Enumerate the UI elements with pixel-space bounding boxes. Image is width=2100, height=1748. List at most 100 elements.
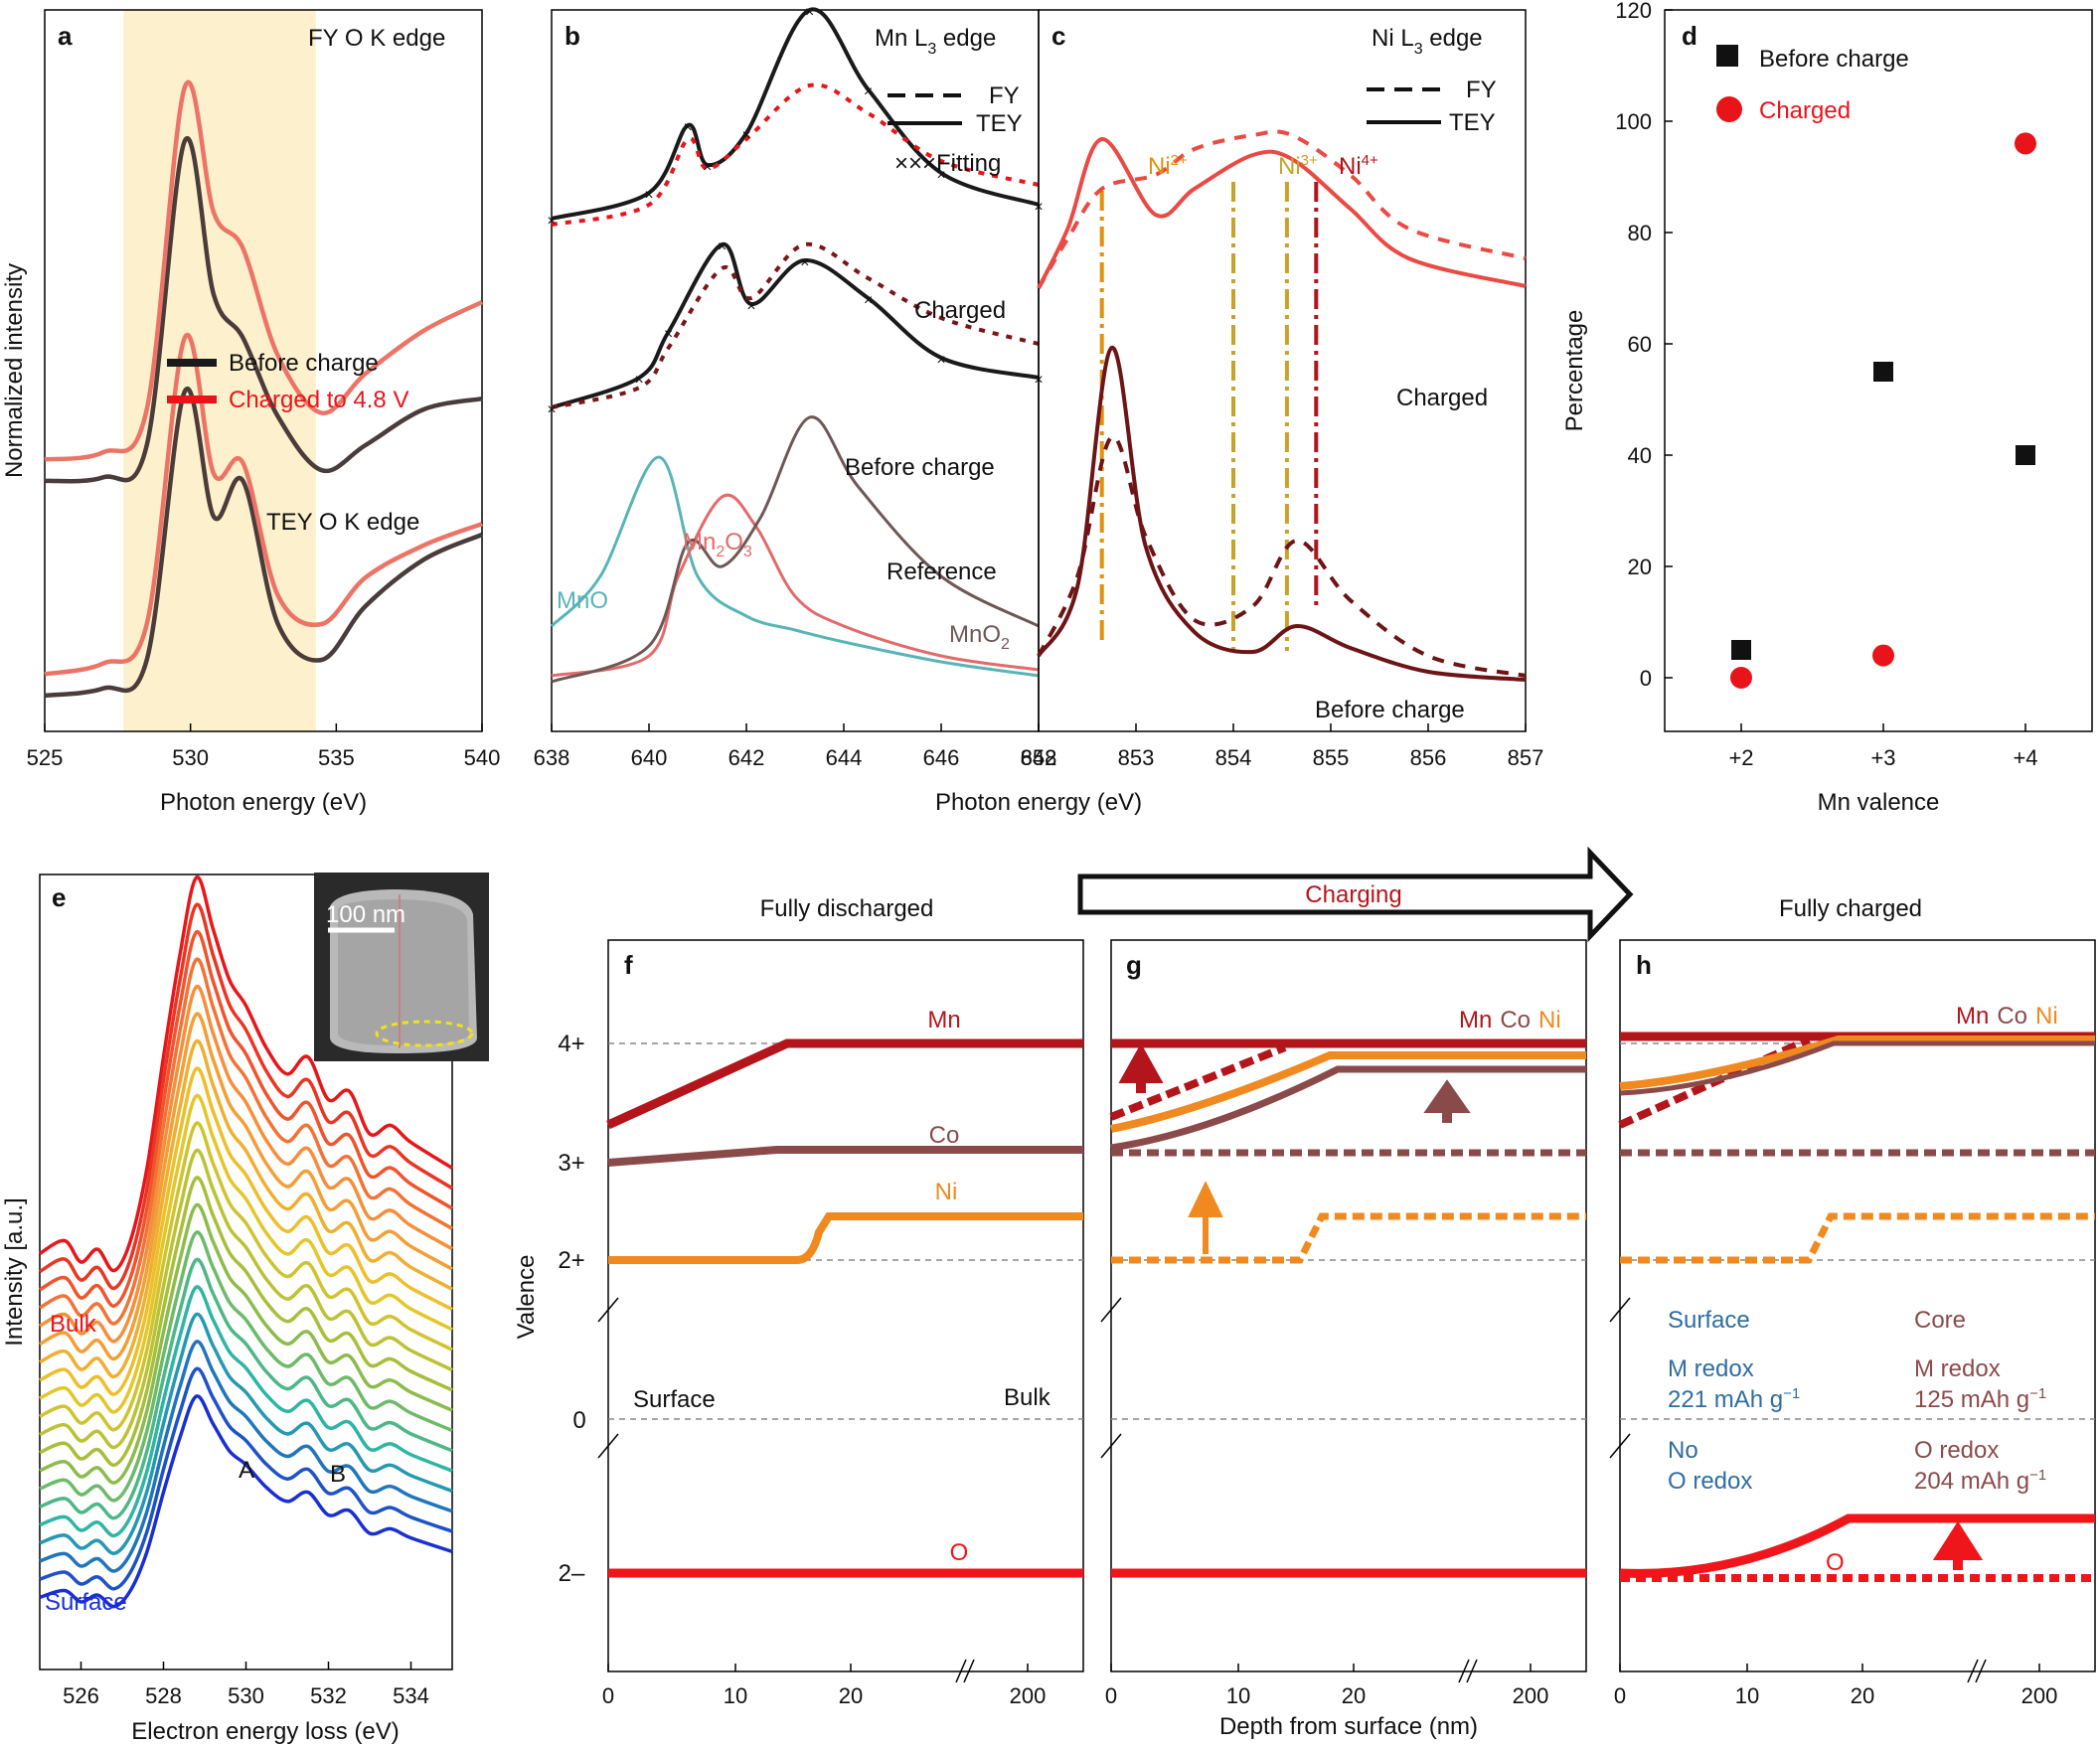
- panel-d-yticklabel: 80: [1628, 221, 1652, 245]
- h-note-core-cap: 125 mAh g−1: [1914, 1385, 2046, 1413]
- g-co-arrow: [1423, 1079, 1471, 1123]
- legend-charged-label: Charged to 4.8 V: [229, 387, 408, 413]
- panel-b-before-charge-fy-line: [551, 241, 1040, 409]
- f-mn-line: [606, 1038, 1083, 1130]
- panel-a-x-ticklabel: 535: [318, 745, 355, 770]
- fgh-xticklabel: 0: [1614, 1683, 1626, 1708]
- panel-e-spectrum: [39, 1121, 453, 1432]
- fgh-xticklabel: 20: [1342, 1683, 1366, 1708]
- fgh-axis-break: [597, 1297, 619, 1323]
- panel-e-spectrum: [39, 985, 453, 1344]
- fgh-axis-break: [1609, 1433, 1631, 1459]
- panel-e-x-ticklabel: 534: [393, 1683, 429, 1708]
- panel-f-frame: [607, 939, 1084, 1672]
- panel-e-spectrum: [39, 875, 453, 1273]
- panel-c: c Ni L3 edge FY TEY Ni2+ Ni3+ Ni4+ Charg…: [1021, 9, 1544, 770]
- panel-d-xticklabel: +4: [2013, 745, 2037, 770]
- fgh-xlabel: Depth from surface (nm): [1219, 1713, 1478, 1740]
- panel-e-spectrum: [39, 957, 453, 1326]
- panel-d-charged-point: [2015, 132, 2036, 155]
- panel-e-spectrum: [39, 1230, 453, 1503]
- panel-b-x-ticklabel: 640: [631, 745, 668, 770]
- panel-e-xlabel: Electron energy loss (eV): [131, 1718, 399, 1745]
- panel-b-fit-marker-0: ×: [547, 213, 556, 230]
- label-mn2o3: Mn2O3: [683, 529, 752, 560]
- panel-a-x-ticklabel: 530: [172, 745, 209, 770]
- fgh-xticklabel: 200: [1010, 1683, 1047, 1708]
- legend-c-fy-label: FY: [1466, 77, 1497, 103]
- panel-e-spectrum: [39, 1366, 453, 1591]
- panel-e-spectrum: [39, 1039, 453, 1379]
- panel-d-charged-point: [1730, 667, 1752, 689]
- fgh-xticklabel: 20: [839, 1683, 863, 1708]
- fgh-axis-break: [1100, 1433, 1122, 1459]
- fgh-xticklabel: 10: [1735, 1683, 1759, 1708]
- panel-e-x-ticklabel: 532: [310, 1683, 347, 1708]
- legend-d-before-marker: [1716, 45, 1738, 67]
- panel-b-title: Mn L3 edge: [875, 25, 996, 58]
- panel-a-fy-charged-line: [44, 79, 483, 462]
- panel-e-spectrum: [39, 1012, 453, 1361]
- panel-c-frame: [1038, 9, 1527, 732]
- panel-e-ylabel: Intensity [a.u.]: [1, 1197, 28, 1346]
- panel-b-fit-marker-1: ×: [936, 352, 945, 369]
- f-label-co: Co: [929, 1122, 960, 1149]
- charging-arrow: Charging: [1077, 846, 1634, 943]
- h-ni-initial: [1620, 1212, 2095, 1264]
- panel-b: ×××××××××××××××××× b Mn L3 edge FY TEY ×…: [534, 4, 1057, 770]
- panel-d-yticklabel: 120: [1615, 0, 1652, 23]
- panel-d-charged-point: [1872, 644, 1894, 667]
- panel-e-spectrum: [39, 1340, 453, 1573]
- panel-c-x-ticklabel: 856: [1410, 745, 1447, 770]
- fgh-ytick-0: 0: [572, 1407, 585, 1434]
- fgh-xticklabel: 20: [1851, 1683, 1874, 1708]
- panel-b-fit-marker-0: ×: [644, 187, 653, 204]
- panel-d-xticklabel: +3: [1870, 745, 1895, 770]
- fgh-ytick-4: 4+: [558, 1031, 584, 1057]
- f-label-bulk: Bulk: [1004, 1384, 1051, 1411]
- panel-bc-xlabel: Photon energy (eV): [935, 789, 1142, 816]
- fgh-xaxis-break: [955, 1659, 967, 1683]
- legend-d-charged-marker: [1716, 96, 1742, 122]
- h-note-core: Core: [1914, 1307, 1966, 1334]
- panel-a: a FY O K edge TEY O K edge Before charge…: [1, 9, 500, 816]
- panel-c-x-ticklabel: 857: [1508, 745, 1544, 770]
- panel-d-before-point: [1873, 362, 1893, 382]
- panel-e-x-ticklabel: 530: [228, 1683, 264, 1708]
- panel-c-before-charge-fy-line: [1037, 434, 1527, 678]
- panel-a-xlabel: Photon energy (eV): [160, 789, 367, 816]
- h-notes: Surface Core M redox 221 mAh g−1 M redox…: [1668, 1307, 2046, 1495]
- label-peak-b: B: [330, 1461, 346, 1488]
- panel-d-before-point: [1731, 640, 1751, 660]
- panel-a-frame: [44, 9, 483, 732]
- panel-c-charged-tey-line: [1037, 137, 1527, 289]
- fgh-axis-break: [1100, 1297, 1122, 1323]
- g-co-line: [1110, 1065, 1586, 1152]
- panel-e: e 100 nm Bulk Surface A B 526 528 530 532 53…: [1, 873, 489, 1745]
- label-mno: MnO: [557, 587, 608, 614]
- h-label-elements: Mn Co Ni: [1956, 1003, 2058, 1030]
- label-before-charge: Before charge: [845, 454, 995, 481]
- panel-b-x-ticklabel: 642: [728, 745, 765, 770]
- title-fully-discharged: Fully discharged: [760, 895, 934, 922]
- fgh-xaxis-break: [1458, 1659, 1470, 1683]
- g-ni-initial: [1111, 1212, 1586, 1264]
- panel-b-fit-marker-1: ×: [635, 372, 644, 389]
- label-ni2: Ni2+: [1148, 152, 1188, 180]
- fgh-xticklabel: 0: [1105, 1683, 1117, 1708]
- scan-region-ellipse: [375, 1020, 474, 1047]
- panel-d-yticklabel: 60: [1628, 332, 1652, 357]
- panel-c-x-ticklabel: 852: [1021, 745, 1057, 770]
- f-label-mn: Mn: [927, 1007, 960, 1033]
- fgh-ylabel: Valence: [513, 1255, 540, 1340]
- legend-d-charged-label: Charged: [1759, 97, 1851, 124]
- h-ni-line: [1619, 1035, 2095, 1090]
- h-note-core-ocap: 204 mAh g−1: [1914, 1467, 2046, 1495]
- legend-fitting-marker: ×××: [894, 150, 936, 177]
- panel-e-spectrum: [39, 930, 453, 1308]
- legend-fy-label: FY: [989, 82, 1020, 109]
- panel-b-x-ticklabel: 648: [1021, 745, 1057, 770]
- fgh-ytick-3: 3+: [558, 1150, 584, 1177]
- panel-b-fit-marker-0: ×: [741, 127, 750, 144]
- panel-b-x-ticklabel: 646: [923, 745, 960, 770]
